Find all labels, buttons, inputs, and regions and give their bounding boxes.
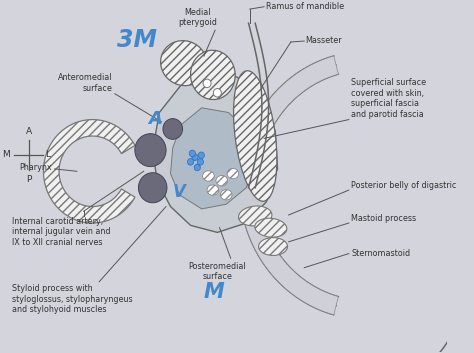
- Ellipse shape: [163, 119, 182, 139]
- Text: Anteromedial
surface: Anteromedial surface: [58, 73, 112, 93]
- Text: A: A: [148, 110, 162, 128]
- Ellipse shape: [207, 185, 219, 195]
- Text: Medial
pterygoid: Medial pterygoid: [178, 7, 217, 27]
- Ellipse shape: [258, 238, 288, 256]
- Text: Mastoid process: Mastoid process: [351, 214, 416, 222]
- Ellipse shape: [213, 89, 221, 97]
- Ellipse shape: [234, 71, 277, 201]
- Ellipse shape: [216, 175, 228, 186]
- Text: Sternomastoid: Sternomastoid: [351, 249, 410, 258]
- Polygon shape: [44, 120, 135, 223]
- Polygon shape: [153, 70, 277, 232]
- Text: V: V: [173, 183, 186, 201]
- Ellipse shape: [135, 134, 166, 167]
- Ellipse shape: [191, 50, 235, 100]
- Text: 3M: 3M: [117, 28, 157, 52]
- Text: L: L: [45, 150, 50, 159]
- Ellipse shape: [189, 150, 195, 157]
- Ellipse shape: [161, 41, 207, 86]
- Ellipse shape: [203, 79, 211, 88]
- Ellipse shape: [255, 218, 287, 237]
- Text: M: M: [2, 150, 10, 159]
- Text: Internal carotid artery,
internal jugular vein and
IX to XII cranial nerves: Internal carotid artery, internal jugula…: [12, 217, 111, 247]
- Text: Pharynx: Pharynx: [20, 163, 52, 173]
- Text: Posteromedial
surface: Posteromedial surface: [189, 262, 246, 281]
- Text: Styloid process with
styloglossus, stylopharyngeus
and stylohyoid muscles: Styloid process with styloglossus, stylo…: [12, 284, 133, 314]
- Ellipse shape: [187, 158, 194, 165]
- Text: P: P: [26, 175, 31, 184]
- Polygon shape: [171, 108, 255, 209]
- Text: M: M: [204, 282, 225, 302]
- Text: A: A: [26, 127, 32, 137]
- Ellipse shape: [192, 154, 198, 161]
- Ellipse shape: [197, 158, 203, 165]
- Text: Ramus of mandible: Ramus of mandible: [266, 2, 345, 11]
- Ellipse shape: [202, 171, 214, 181]
- Text: Posterior belly of digastric: Posterior belly of digastric: [351, 181, 456, 190]
- Ellipse shape: [238, 206, 272, 226]
- Ellipse shape: [194, 164, 201, 171]
- Ellipse shape: [220, 190, 232, 200]
- Text: Masseter: Masseter: [305, 36, 342, 45]
- Polygon shape: [240, 56, 338, 315]
- Ellipse shape: [227, 168, 239, 179]
- Ellipse shape: [138, 173, 167, 203]
- Ellipse shape: [198, 152, 204, 158]
- Text: Superficial surface
covered with skin,
superficial fascia
and parotid fascia: Superficial surface covered with skin, s…: [351, 78, 426, 119]
